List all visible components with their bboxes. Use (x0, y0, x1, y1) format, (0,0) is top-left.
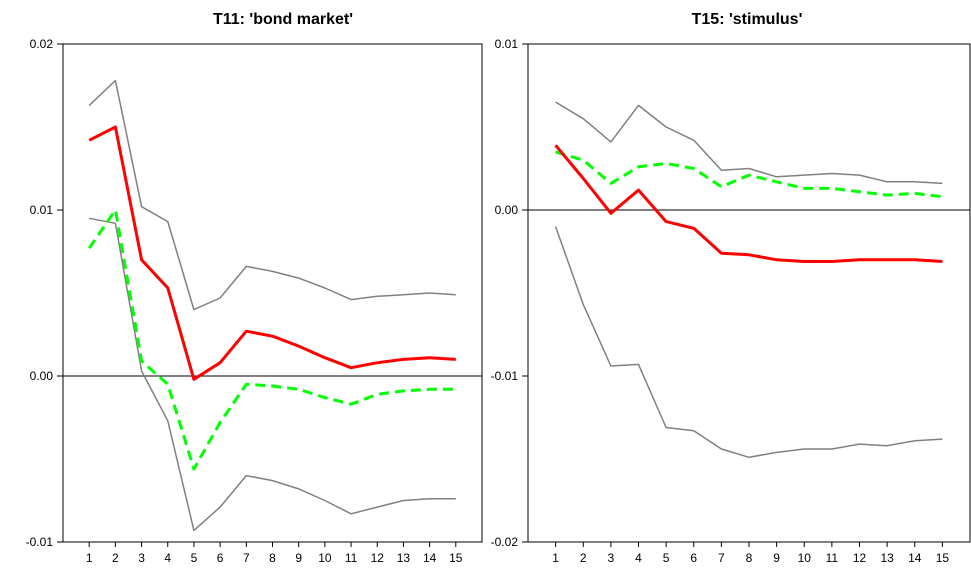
x-tick-label: 6 (690, 551, 697, 565)
x-tick-label: 3 (608, 551, 615, 565)
y-tick-label: -0.01 (491, 369, 519, 383)
x-tick-label: 11 (826, 551, 839, 565)
chart-title: T11: 'bond market' (213, 11, 353, 28)
x-tick-label: 3 (138, 551, 145, 565)
y-tick-label: -0.02 (491, 535, 519, 549)
x-tick-label: 10 (798, 551, 812, 565)
x-tick-label: 1 (552, 551, 559, 565)
series-line-upper-band (555, 101, 943, 185)
chart-panel-stimulus: T15: 'stimulus'-0.02-0.010.000.011 2 3 4 5 6 7… (491, 11, 971, 565)
x-tick-label: 13 (880, 551, 894, 565)
series-line-lower-band (554, 226, 943, 459)
x-tick-label: 9 (773, 551, 780, 565)
x-tick-label: 4 (164, 551, 171, 565)
chart-title: T15: 'stimulus' (692, 11, 803, 28)
x-tick-label: 14 (908, 551, 922, 565)
x-tick-label: 5 (663, 551, 670, 565)
x-tick-label: 1 (86, 551, 93, 565)
chart-panel-bond-market: T11: 'bond market'-0.010.000.010.021 2 3 4 5… (26, 11, 483, 565)
x-tick-label: 7 (718, 551, 725, 565)
y-tick-label: 0.00 (30, 369, 54, 383)
x-tick-label: 12 (853, 551, 867, 565)
series-line-response (554, 144, 943, 263)
series-line-lower-band (89, 217, 456, 532)
x-tick-label: 12 (371, 551, 385, 565)
y-tick-label: 0.01 (30, 203, 54, 217)
x-tick-label: 14 (423, 551, 437, 565)
y-tick-label: 0.02 (30, 37, 54, 51)
x-tick-label: 11 (345, 551, 358, 565)
x-tick-label: 13 (397, 551, 411, 565)
x-tick-label: 2 (112, 551, 119, 565)
y-tick-label: 0.00 (495, 203, 519, 217)
x-tick-label: 2 (580, 551, 587, 565)
series-line-dashed-response (87, 208, 456, 471)
x-tick-label: 8 (269, 551, 276, 565)
x-tick-label: 15 (936, 551, 950, 565)
x-tick-label: 4 (635, 551, 642, 565)
y-tick-label: 0.01 (495, 37, 519, 51)
x-tick-label: 15 (449, 551, 463, 565)
y-tick-label: -0.01 (26, 535, 54, 549)
plot-frame (527, 43, 971, 543)
series-line-upper-band (88, 79, 456, 311)
x-tick-label: 6 (217, 551, 224, 565)
x-tick-label: 8 (746, 551, 753, 565)
x-tick-label: 9 (295, 551, 302, 565)
x-tick-label: 10 (318, 551, 332, 565)
x-tick-label: 5 (191, 551, 198, 565)
series-line-dashed-response (555, 150, 943, 199)
series-line-response (88, 125, 456, 381)
x-tick-label: 7 (243, 551, 250, 565)
